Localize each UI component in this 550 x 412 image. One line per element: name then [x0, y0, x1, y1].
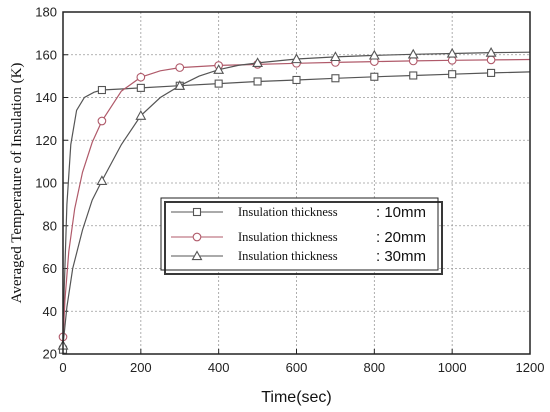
series-10mm [58, 68, 531, 354]
y-tick-label: 140 [35, 90, 57, 105]
data-point [486, 55, 496, 65]
data-point [214, 79, 223, 88]
data-point [135, 110, 147, 120]
series-line [62, 58, 531, 344]
data-point [97, 85, 106, 95]
data-point [409, 71, 418, 80]
legend-entry-thickness: : 10mm [376, 204, 426, 221]
y-tick-label: 160 [35, 47, 57, 62]
data-point [485, 46, 497, 57]
data-point [448, 70, 457, 79]
legend-entry-thickness: : 20mm [376, 229, 426, 246]
x-axis-label: Time(sec) [261, 389, 332, 406]
data-point [447, 55, 457, 65]
plot-frame [62, 11, 531, 355]
legend-entry-label: Insulation thickness [238, 205, 338, 219]
y-tick-label: 40 [43, 304, 57, 319]
data-point [407, 48, 419, 59]
y-tick-label: 80 [43, 218, 57, 233]
data-point [96, 175, 108, 186]
x-tick-label: 0 [59, 360, 66, 375]
data-point [292, 75, 301, 85]
data-point [97, 116, 107, 126]
y-tick-label: 20 [43, 347, 57, 362]
axis-ticks: 0 200 400 600 800 1000 1200 20 40 60 80 100 120 140 16… [35, 5, 544, 376]
data-point [331, 74, 340, 83]
legend-marker [192, 232, 202, 242]
data-point [291, 53, 302, 64]
data-point [487, 68, 496, 77]
y-tick-label: 120 [35, 133, 57, 148]
data-point [174, 80, 186, 90]
data-point [329, 51, 341, 62]
data-point [252, 57, 264, 68]
legend-marker [191, 250, 203, 261]
data-point [136, 72, 146, 82]
legend-entry-label: Insulation thickness [238, 230, 338, 244]
data-point [446, 47, 458, 58]
x-tick-label: 200 [130, 360, 152, 375]
legend: Insulation thickness : 10mm Insulation thi… [160, 197, 443, 275]
legend-shadow [164, 201, 443, 275]
y-tick-label: 100 [35, 176, 57, 191]
legend-entry-label: Insulation thickness [238, 249, 338, 263]
data-point [253, 77, 262, 86]
x-tick-label: 600 [286, 360, 308, 375]
x-tick-label: 1000 [438, 360, 467, 375]
series-30mm [57, 46, 531, 350]
x-tick-label: 1200 [516, 360, 545, 375]
x-tick-label: 800 [363, 360, 385, 375]
data-point [136, 83, 145, 92]
y-tick-label: 60 [43, 261, 57, 276]
y-axis-label: Averaged Temperature of Insulation (K) [9, 63, 25, 304]
legend-entry-thickness: : 30mm [376, 248, 426, 265]
series-line [62, 51, 531, 346]
x-tick-label: 400 [208, 360, 230, 375]
legend-box [160, 197, 439, 271]
data-point [368, 49, 380, 60]
data-point [175, 63, 185, 72]
data-point [213, 64, 225, 74]
data-point [370, 72, 379, 81]
legend-marker [192, 207, 202, 217]
series-group [57, 46, 531, 354]
y-tick-label: 180 [35, 5, 57, 20]
